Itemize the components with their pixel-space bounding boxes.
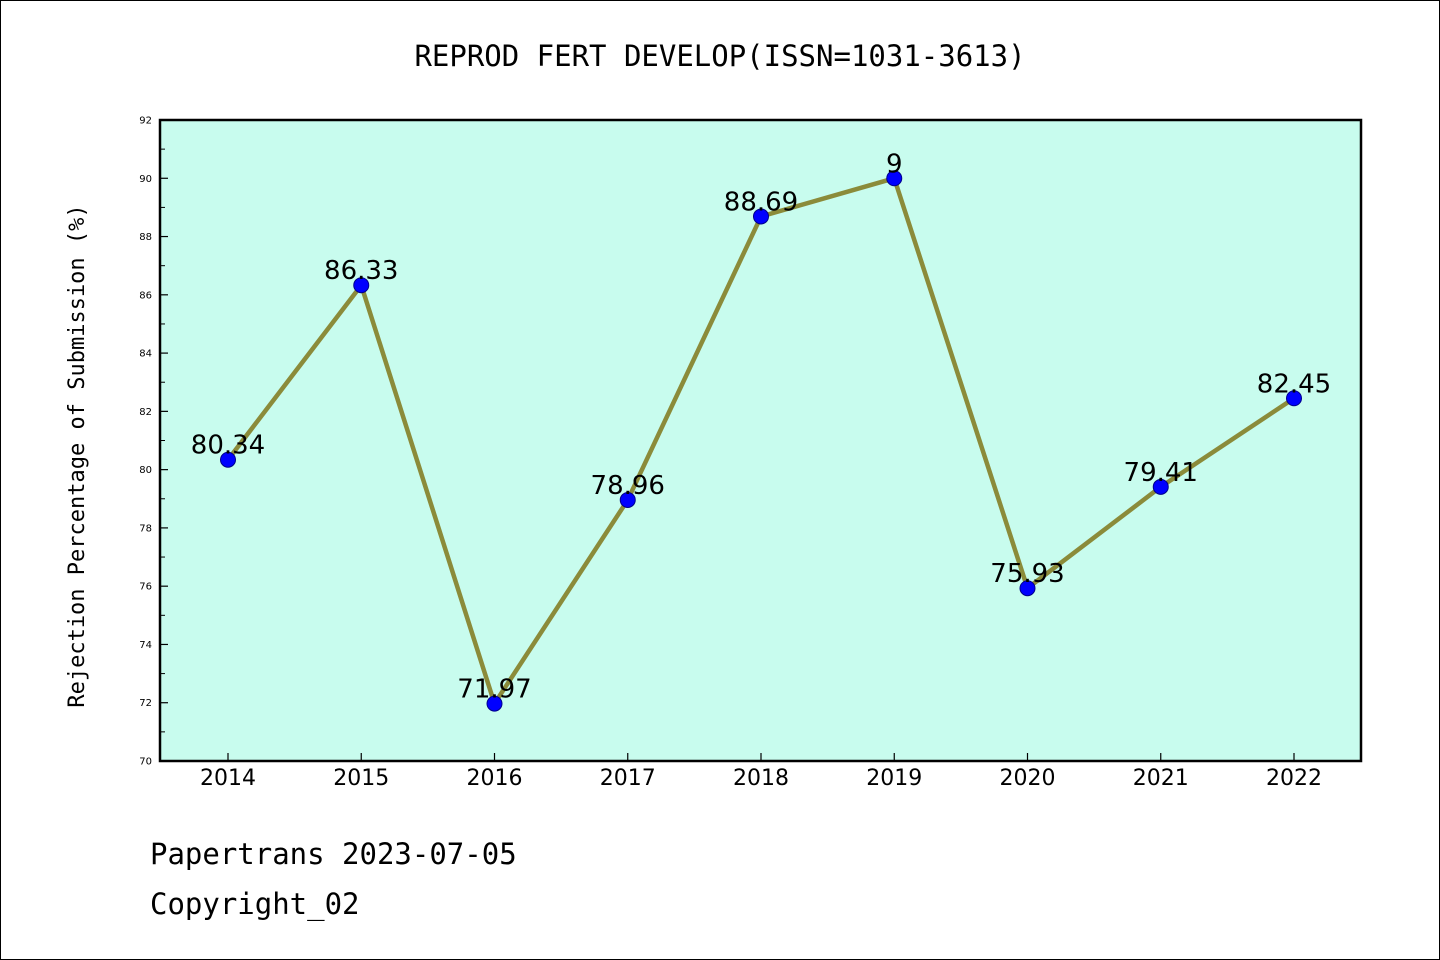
y-axis: 70 72 74 76 78 80 82 84 86 88 90 92 bbox=[139, 116, 168, 768]
x-tick-label: 2018 bbox=[733, 766, 789, 791]
data-label: 80.34 bbox=[191, 431, 265, 461]
x-tick-label: 2015 bbox=[333, 766, 389, 791]
data-point bbox=[886, 170, 903, 187]
data-label: 82.45 bbox=[1257, 369, 1331, 399]
y-tick-label: 88 bbox=[139, 232, 152, 243]
footer-copyright: Copyright_02 bbox=[150, 887, 360, 922]
y-tick-label: 82 bbox=[139, 407, 152, 418]
data-point bbox=[353, 277, 370, 294]
data-point bbox=[1019, 580, 1036, 597]
plot-area bbox=[158, 118, 1363, 763]
y-tick-label: 70 bbox=[139, 757, 152, 768]
y-tick-label: 78 bbox=[139, 523, 152, 534]
footer-date: Papertrans 2023-07-05 bbox=[150, 837, 517, 871]
x-tick-label: 2016 bbox=[467, 766, 523, 791]
x-tick-label: 2017 bbox=[600, 766, 656, 791]
x-tick-label: 2019 bbox=[866, 766, 922, 791]
data-label: 78.96 bbox=[591, 471, 665, 501]
data-point bbox=[619, 491, 636, 508]
data-label: 9 bbox=[886, 149, 903, 179]
data-point bbox=[1152, 478, 1169, 495]
y-axis-label: Rejection Percentage of Submission (%) bbox=[65, 204, 90, 707]
y-tick-label: 84 bbox=[139, 349, 152, 360]
data-label: 86.33 bbox=[324, 256, 398, 286]
x-tick-label: 2022 bbox=[1266, 766, 1322, 791]
y-tick-label: 76 bbox=[139, 582, 152, 593]
data-point bbox=[220, 451, 236, 468]
y-tick-label: 86 bbox=[139, 290, 152, 301]
y-tick-label: 74 bbox=[139, 640, 152, 651]
x-tick-label: 2021 bbox=[1133, 766, 1189, 791]
data-label: 71.97 bbox=[457, 675, 531, 705]
y-tick-label: 72 bbox=[139, 698, 152, 709]
data-label: 75.93 bbox=[990, 559, 1064, 589]
data-point bbox=[753, 208, 769, 225]
y-tick-label: 92 bbox=[139, 116, 152, 127]
data-point bbox=[486, 695, 503, 712]
data-point bbox=[1286, 390, 1302, 407]
x-axis: 2014 2015 2016 2017 2018 2019 2020 2021 2022 bbox=[200, 753, 1322, 791]
chart-title: REPROD FERT DEVELOP(ISSN=1031-3613) bbox=[414, 39, 1025, 73]
y-tick-label: 90 bbox=[139, 174, 152, 185]
y-tick-label: 80 bbox=[139, 465, 152, 476]
x-tick-label: 2020 bbox=[1000, 766, 1056, 791]
x-tick-label: 2014 bbox=[200, 766, 256, 791]
data-label: 79.41 bbox=[1124, 458, 1198, 488]
data-label: 88.69 bbox=[724, 187, 798, 217]
series-group: 80.34 86.33 71.97 78.96 88.69 9 75.93 79.41 82.4… bbox=[191, 149, 1331, 712]
